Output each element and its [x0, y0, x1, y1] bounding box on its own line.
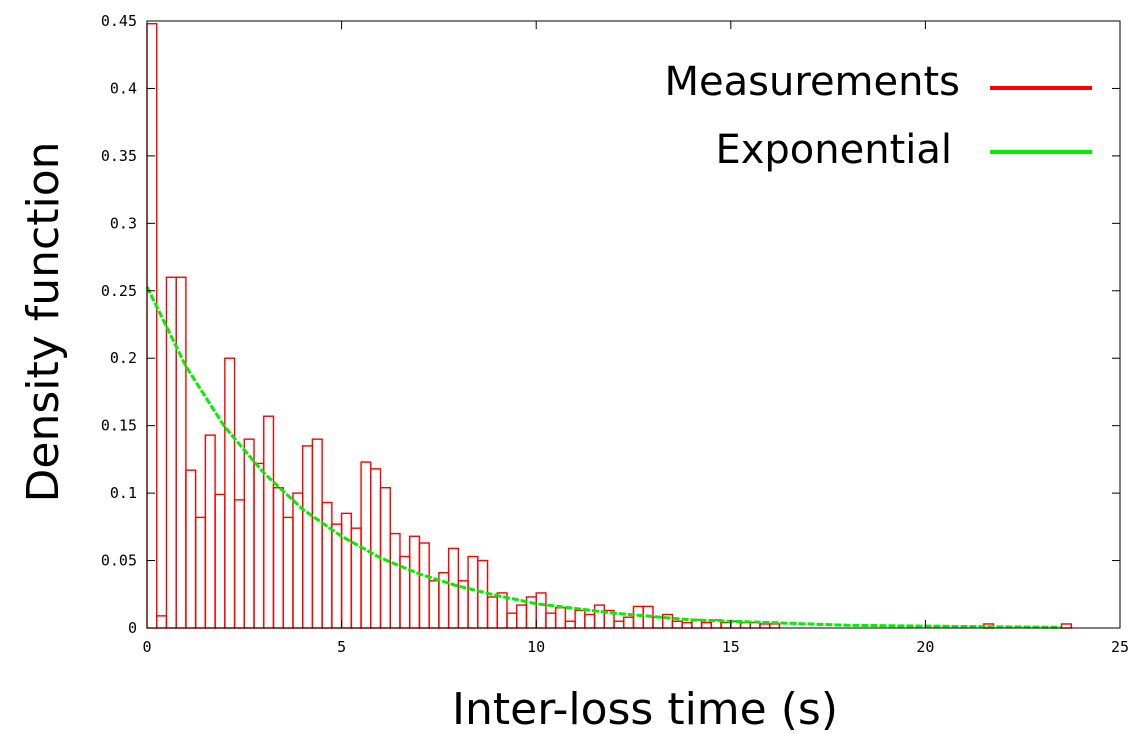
x-tick-label: 10	[527, 638, 545, 656]
y-tick-label: 0.15	[101, 417, 137, 435]
y-tick-label: 0.4	[110, 79, 137, 97]
y-tick-label: 0.3	[110, 214, 137, 232]
y-tick-label: 0.1	[110, 484, 137, 502]
x-tick-label: 25	[1111, 638, 1129, 656]
x-tick-label: 20	[916, 638, 934, 656]
legend-label-measurements: Measurements	[665, 59, 960, 105]
x-tick-label: 0	[142, 638, 151, 656]
y-tick-label: 0.2	[110, 349, 137, 367]
y-tick-label: 0.35	[101, 147, 137, 165]
y-axis-label: Density function	[18, 141, 69, 502]
y-tick-label: 0.25	[101, 282, 137, 300]
x-axis-label: Inter-loss time (s)	[452, 684, 838, 734]
y-tick-label: 0	[128, 619, 137, 637]
legend-label-exponential: Exponential	[715, 127, 952, 173]
x-tick-label: 15	[722, 638, 740, 656]
x-tick-label: 5	[337, 638, 346, 656]
y-tick-label: 0.45	[101, 12, 137, 30]
y-tick-label: 0.05	[101, 552, 137, 570]
